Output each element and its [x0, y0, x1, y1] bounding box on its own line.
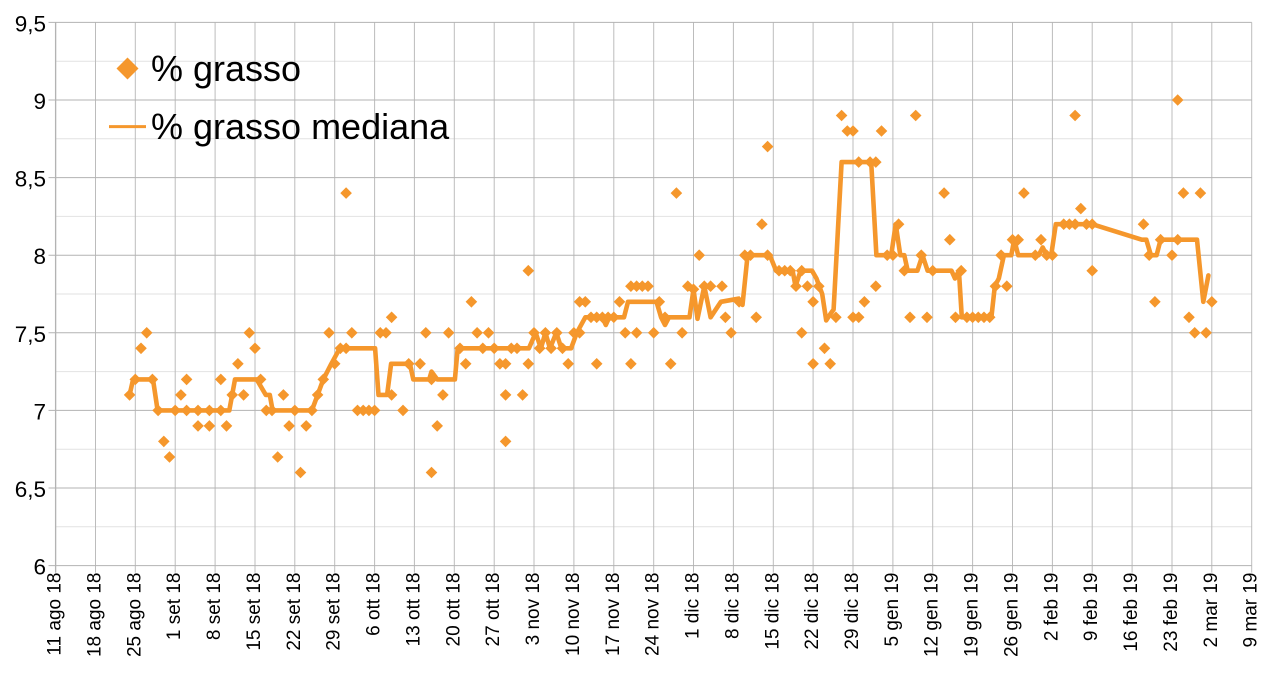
svg-text:17 nov 18: 17 nov 18 [603, 573, 624, 656]
svg-text:9 feb 19: 9 feb 19 [1081, 573, 1102, 642]
svg-text:8 dic 18: 8 dic 18 [722, 573, 743, 640]
svg-text:25 ago 18: 25 ago 18 [124, 573, 145, 658]
svg-text:2 feb 19: 2 feb 19 [1041, 573, 1062, 642]
svg-text:6,5: 6,5 [15, 477, 46, 502]
svg-text:9,5: 9,5 [15, 11, 46, 36]
svg-text:7: 7 [33, 399, 46, 424]
svg-text:9: 9 [33, 89, 46, 114]
svg-text:16 feb 19: 16 feb 19 [1121, 573, 1142, 652]
svg-text:% grasso: % grasso [151, 48, 301, 89]
svg-text:27 ott 18: 27 ott 18 [483, 573, 504, 647]
svg-text:6: 6 [33, 555, 46, 580]
svg-text:22 dic 18: 22 dic 18 [802, 573, 823, 650]
svg-text:22 set 18: 22 set 18 [284, 573, 305, 651]
svg-text:5 gen 19: 5 gen 19 [882, 573, 903, 647]
svg-text:12 gen 19: 12 gen 19 [922, 573, 943, 658]
svg-text:19 gen 19: 19 gen 19 [962, 573, 983, 658]
svg-text:7,5: 7,5 [15, 322, 46, 347]
svg-text:26 gen 19: 26 gen 19 [1002, 573, 1023, 658]
svg-text:2 mar 19: 2 mar 19 [1201, 573, 1222, 648]
svg-text:29 set 18: 29 set 18 [324, 573, 345, 651]
svg-text:15 set 18: 15 set 18 [244, 573, 265, 651]
svg-text:1 set 18: 1 set 18 [164, 573, 185, 641]
svg-text:9 mar 19: 9 mar 19 [1241, 573, 1262, 648]
svg-text:% grasso mediana: % grasso mediana [151, 106, 450, 147]
svg-text:8 set 18: 8 set 18 [204, 573, 225, 641]
svg-text:11 ago 18: 11 ago 18 [45, 573, 66, 656]
svg-text:15 dic 18: 15 dic 18 [762, 573, 783, 650]
svg-text:18 ago 18: 18 ago 18 [85, 573, 106, 658]
svg-text:8,5: 8,5 [15, 167, 46, 192]
svg-text:6 ott 18: 6 ott 18 [364, 573, 385, 636]
svg-text:1 dic 18: 1 dic 18 [683, 573, 704, 640]
svg-text:13 ott 18: 13 ott 18 [403, 573, 424, 647]
svg-text:23 feb 19: 23 feb 19 [1161, 573, 1182, 652]
svg-text:8: 8 [33, 244, 46, 269]
svg-text:24 nov 18: 24 nov 18 [643, 573, 664, 656]
svg-text:3 nov 18: 3 nov 18 [523, 573, 544, 646]
svg-text:20 ott 18: 20 ott 18 [443, 573, 464, 647]
svg-text:10 nov 18: 10 nov 18 [563, 573, 584, 656]
svg-text:29 dic 18: 29 dic 18 [842, 573, 863, 650]
